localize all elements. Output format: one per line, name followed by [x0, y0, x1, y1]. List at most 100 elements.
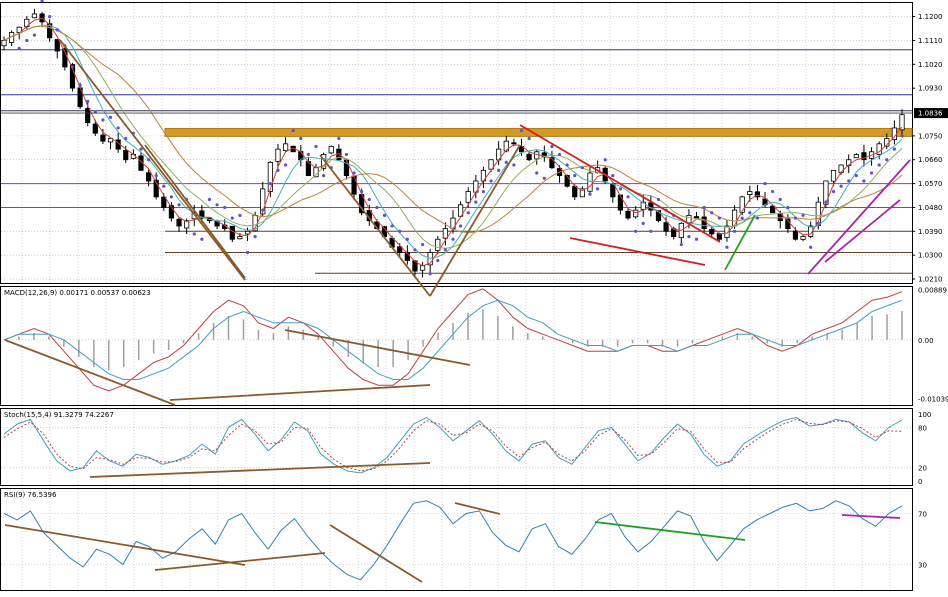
- price-axis-label: 1.0570: [918, 180, 943, 188]
- parabolic-sar-dot: [108, 115, 113, 119]
- macd-line: [3, 299, 903, 380]
- candle: [724, 225, 730, 238]
- candle: [838, 164, 844, 173]
- parabolic-sar-dot: [626, 195, 630, 199]
- candle: [442, 228, 448, 239]
- parabolic-sar-dot: [245, 250, 250, 255]
- candle: [168, 205, 175, 219]
- parabolic-sar-dot: [748, 211, 752, 215]
- candle: [153, 179, 159, 198]
- parabolic-sar-dot: [573, 174, 577, 178]
- parabolic-sar-dot: [580, 166, 584, 170]
- candle: [244, 230, 251, 235]
- parabolic-sar-dot: [17, 46, 21, 50]
- parabolic-sar-dot: [86, 99, 90, 104]
- candle: [572, 185, 578, 198]
- parabolic-sar-dot: [512, 163, 516, 167]
- candle: [503, 140, 509, 152]
- candle: [663, 222, 669, 232]
- macd-label: MACD(12,26,9) 0.00171 0.00537 0.00623: [4, 289, 151, 297]
- trendline: [824, 199, 901, 263]
- parabolic-sar-dot: [451, 237, 455, 241]
- parabolic-sar-dot: [474, 200, 478, 204]
- rsi-axis-label: 70: [918, 511, 927, 519]
- candle: [633, 209, 639, 218]
- parabolic-sar-dot: [55, 28, 59, 32]
- parabolic-sar-dot: [154, 174, 158, 178]
- parabolic-sar-dot: [497, 168, 501, 172]
- candle: [397, 246, 403, 253]
- parabolic-sar-dot: [101, 118, 105, 122]
- parabolic-sar-dot: [344, 152, 349, 157]
- parabolic-sar-dot: [725, 245, 729, 249]
- parabolic-sar-dot: [809, 245, 813, 249]
- trendline: [841, 514, 901, 519]
- parabolic-sar-dot: [839, 184, 843, 188]
- candle: [686, 215, 692, 224]
- trendline: [169, 384, 431, 401]
- current-price-marker: [914, 108, 948, 119]
- parabolic-sar-dot: [649, 229, 653, 233]
- trendline: [519, 124, 721, 243]
- parabolic-sar-dot: [420, 242, 425, 247]
- parabolic-sar-dot: [755, 216, 760, 220]
- parabolic-sar-dot: [611, 174, 615, 178]
- stoch-panel-frame: [0, 408, 913, 486]
- parabolic-sar-dot: [360, 189, 364, 194]
- trendline: [429, 144, 521, 297]
- candle: [792, 230, 799, 240]
- parabolic-sar-dot: [253, 235, 257, 239]
- parabolic-sar-dot: [481, 189, 486, 194]
- candle: [518, 145, 525, 153]
- price-axis-label: 1.0750: [918, 132, 943, 140]
- parabolic-sar-dot: [489, 179, 493, 183]
- parabolic-sar-dot: [375, 205, 379, 210]
- trendline: [4, 339, 176, 406]
- candle: [770, 205, 776, 214]
- candle: [435, 238, 441, 251]
- parabolic-sar-dot: [885, 158, 889, 162]
- parabolic-sar-dot: [223, 205, 227, 210]
- candle: [267, 161, 273, 192]
- parabolic-sar-dot: [261, 208, 265, 212]
- parabolic-sar-dot: [824, 200, 828, 204]
- parabolic-sar-dot: [877, 163, 881, 167]
- parabolic-sar-dot: [116, 126, 120, 130]
- parabolic-sar-dot: [169, 195, 174, 199]
- stochastic-signal-line: [3, 418, 903, 472]
- parabolic-sar-dot: [641, 221, 645, 225]
- parabolic-sar-dot: [398, 229, 402, 233]
- price-axis-label: 1.1020: [918, 61, 943, 69]
- trendline: [724, 214, 756, 271]
- parabolic-sar-dot: [603, 158, 607, 162]
- candle: [107, 138, 114, 143]
- parabolic-sar-dot: [207, 197, 212, 202]
- parabolic-sar-dot: [459, 224, 463, 228]
- parabolic-sar-dot: [215, 203, 219, 207]
- parabolic-sar-dot: [390, 224, 394, 228]
- parabolic-sar-dot: [124, 136, 128, 141]
- price-axis-label: 1.0300: [918, 252, 943, 260]
- candle: [176, 218, 182, 227]
- parabolic-sar-dot: [177, 203, 181, 207]
- parabolic-sar-dot: [793, 216, 798, 220]
- candle: [237, 236, 243, 240]
- parabolic-sar-dot: [535, 171, 539, 175]
- candle: [488, 159, 494, 170]
- parabolic-sar-dot: [139, 147, 143, 151]
- rsi-label: RSI(9) 76.5396: [4, 491, 57, 499]
- parabolic-sar-dot: [200, 237, 204, 241]
- parabolic-sar-dot: [337, 136, 341, 141]
- candle: [617, 194, 624, 211]
- candle: [184, 220, 190, 229]
- rsi-panel-frame: [0, 488, 913, 591]
- parabolic-sar-dot: [656, 197, 661, 202]
- parabolic-sar-dot: [634, 229, 638, 233]
- parabolic-sar-dot: [466, 211, 470, 215]
- candle: [534, 151, 540, 160]
- candle: [876, 143, 882, 155]
- trendline: [594, 521, 746, 541]
- candle: [861, 152, 867, 161]
- parabolic-sar-dot: [146, 158, 151, 162]
